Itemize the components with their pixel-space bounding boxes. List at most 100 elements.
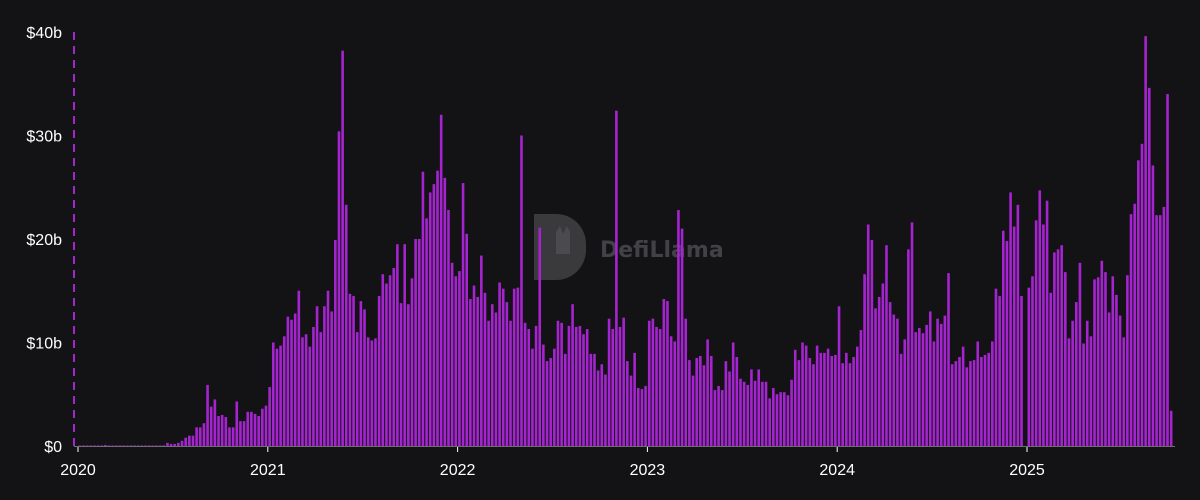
bar[interactable] bbox=[483, 292, 487, 446]
bar[interactable] bbox=[220, 414, 224, 446]
bar[interactable] bbox=[1147, 87, 1151, 446]
bar[interactable] bbox=[772, 388, 775, 446]
bar[interactable] bbox=[607, 318, 611, 446]
bar[interactable] bbox=[542, 344, 545, 446]
bar[interactable] bbox=[396, 244, 399, 446]
bar[interactable] bbox=[122, 445, 125, 447]
bar[interactable] bbox=[417, 239, 421, 446]
bar[interactable] bbox=[896, 318, 899, 446]
bar[interactable] bbox=[151, 445, 155, 447]
bar[interactable] bbox=[589, 353, 593, 446]
bar[interactable] bbox=[363, 309, 366, 446]
bar[interactable] bbox=[125, 445, 129, 447]
bar[interactable] bbox=[344, 204, 348, 446]
bar[interactable] bbox=[677, 210, 680, 446]
bar[interactable] bbox=[728, 371, 731, 446]
bar[interactable] bbox=[195, 427, 198, 446]
bar[interactable] bbox=[881, 283, 885, 447]
bar[interactable] bbox=[224, 417, 228, 446]
bar[interactable] bbox=[808, 358, 812, 446]
bar[interactable] bbox=[1012, 226, 1016, 446]
bar[interactable] bbox=[501, 288, 505, 446]
bar[interactable] bbox=[804, 345, 808, 446]
bar[interactable] bbox=[1100, 260, 1104, 446]
bar[interactable] bbox=[567, 325, 571, 446]
bar[interactable] bbox=[202, 423, 206, 446]
bar[interactable] bbox=[757, 369, 761, 446]
bar[interactable] bbox=[680, 228, 684, 446]
bar[interactable] bbox=[169, 443, 173, 446]
bar[interactable] bbox=[538, 227, 542, 446]
bar[interactable] bbox=[969, 361, 972, 446]
bar[interactable] bbox=[717, 385, 720, 446]
bar[interactable] bbox=[1027, 287, 1031, 446]
bar[interactable] bbox=[1001, 230, 1005, 446]
bar[interactable] bbox=[155, 445, 158, 447]
bar[interactable] bbox=[596, 370, 600, 446]
bar[interactable] bbox=[1067, 338, 1071, 446]
bar[interactable] bbox=[852, 356, 855, 446]
bar[interactable] bbox=[1140, 143, 1144, 446]
bar[interactable] bbox=[377, 295, 381, 446]
bar[interactable] bbox=[239, 421, 242, 446]
bar[interactable] bbox=[961, 346, 965, 446]
bar[interactable] bbox=[549, 358, 552, 446]
bar[interactable] bbox=[301, 337, 304, 446]
bar[interactable] bbox=[1056, 249, 1060, 446]
bar[interactable] bbox=[1166, 94, 1169, 446]
bar[interactable] bbox=[731, 342, 735, 447]
bar[interactable] bbox=[476, 296, 479, 446]
bar[interactable] bbox=[246, 411, 250, 446]
bar[interactable] bbox=[268, 387, 271, 446]
bar[interactable] bbox=[1107, 312, 1111, 446]
bar[interactable] bbox=[991, 341, 994, 446]
bar[interactable] bbox=[724, 361, 728, 446]
bar[interactable] bbox=[1133, 203, 1136, 446]
bar[interactable] bbox=[140, 445, 144, 447]
bar[interactable] bbox=[516, 287, 520, 446]
bar[interactable] bbox=[720, 390, 724, 446]
bar[interactable] bbox=[188, 435, 191, 446]
bar[interactable] bbox=[374, 338, 377, 446]
bar[interactable] bbox=[640, 389, 644, 446]
bar[interactable] bbox=[407, 304, 410, 446]
bar[interactable] bbox=[998, 295, 1001, 446]
bar[interactable] bbox=[177, 442, 180, 446]
bar[interactable] bbox=[315, 306, 319, 446]
bar[interactable] bbox=[834, 354, 837, 446]
bar[interactable] bbox=[987, 352, 990, 446]
bar[interactable] bbox=[812, 364, 815, 446]
bar[interactable] bbox=[739, 378, 742, 446]
bar[interactable] bbox=[136, 445, 140, 447]
bar[interactable] bbox=[571, 304, 574, 446]
bar[interactable] bbox=[1038, 190, 1042, 446]
bar[interactable] bbox=[1144, 36, 1147, 446]
bar[interactable] bbox=[458, 271, 461, 446]
bar[interactable] bbox=[622, 317, 625, 446]
bar[interactable] bbox=[1115, 294, 1118, 446]
bar[interactable] bbox=[450, 262, 454, 446]
bar[interactable] bbox=[706, 339, 709, 446]
bar[interactable] bbox=[848, 363, 852, 446]
bar[interactable] bbox=[323, 306, 326, 446]
bar[interactable] bbox=[965, 367, 969, 446]
bar[interactable] bbox=[870, 240, 874, 446]
bar[interactable] bbox=[235, 401, 239, 447]
bar[interactable] bbox=[133, 445, 136, 447]
bar[interactable] bbox=[107, 445, 111, 447]
bar[interactable] bbox=[385, 283, 388, 447]
bar[interactable] bbox=[626, 361, 629, 446]
bar[interactable] bbox=[1045, 200, 1049, 446]
bar[interactable] bbox=[261, 408, 264, 446]
bar[interactable] bbox=[279, 345, 282, 446]
bar[interactable] bbox=[823, 352, 826, 446]
bar[interactable] bbox=[651, 318, 655, 446]
bar[interactable] bbox=[111, 445, 114, 447]
bar[interactable] bbox=[918, 328, 921, 446]
bar[interactable] bbox=[556, 320, 560, 446]
bar[interactable] bbox=[545, 361, 549, 446]
bar[interactable] bbox=[593, 353, 596, 446]
bar[interactable] bbox=[432, 184, 436, 446]
bar[interactable] bbox=[585, 329, 589, 446]
bar[interactable] bbox=[910, 222, 914, 446]
